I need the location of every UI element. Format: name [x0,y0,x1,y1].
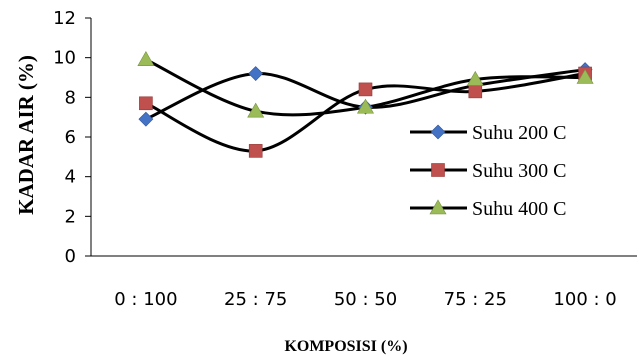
legend-marker-1 [430,124,446,140]
data-point-series-3 [356,98,375,114]
legend: Suhu 200 C Suhu 300 C Suhu 400 C [410,122,566,220]
x-ticks: 0 : 100 25 : 75 50 : 50 75 : 25 100 : 0 [114,289,617,310]
y-tick-label: 4 [65,167,76,188]
y-axis-title: KADAR AIR (%) [14,55,38,215]
x-tick-label: 25 : 75 [224,289,287,310]
series-markers [137,51,594,158]
data-point-series-2 [358,82,373,97]
y-tick-label: 2 [65,206,76,227]
y-tick-label: 12 [53,8,76,29]
data-point-series-1 [138,111,154,127]
data-point-series-2 [139,96,153,111]
legend-label-2: Suhu 300 C [472,160,566,182]
y-tick-label: 8 [65,87,76,108]
y-ticks: 0 2 4 6 8 10 12 [53,8,91,267]
legend-marker-2 [431,163,445,177]
y-tick-label: 6 [65,127,76,148]
x-tick-label: 0 : 100 [114,289,177,310]
data-point-series-3 [466,70,484,86]
data-point-series-2 [248,144,263,158]
x-axis-title: KOMPOSISI (%) [284,338,407,355]
y-tick-label: 10 [53,48,76,69]
data-point-series-1 [248,66,264,81]
x-tick-label: 75 : 25 [444,289,507,310]
data-point-series-2 [468,84,483,99]
y-tick-label: 0 [65,246,76,267]
data-point-series-3 [247,102,265,118]
x-tick-label: 50 : 50 [334,289,397,310]
x-tick-label: 100 : 0 [553,289,616,310]
legend-label-3: Suhu 400 C [472,198,566,220]
legend-marker-3 [429,199,447,215]
data-point-series-3 [576,68,594,84]
legend-label-1: Suhu 200 C [472,122,566,144]
data-point-series-3 [137,51,155,66]
